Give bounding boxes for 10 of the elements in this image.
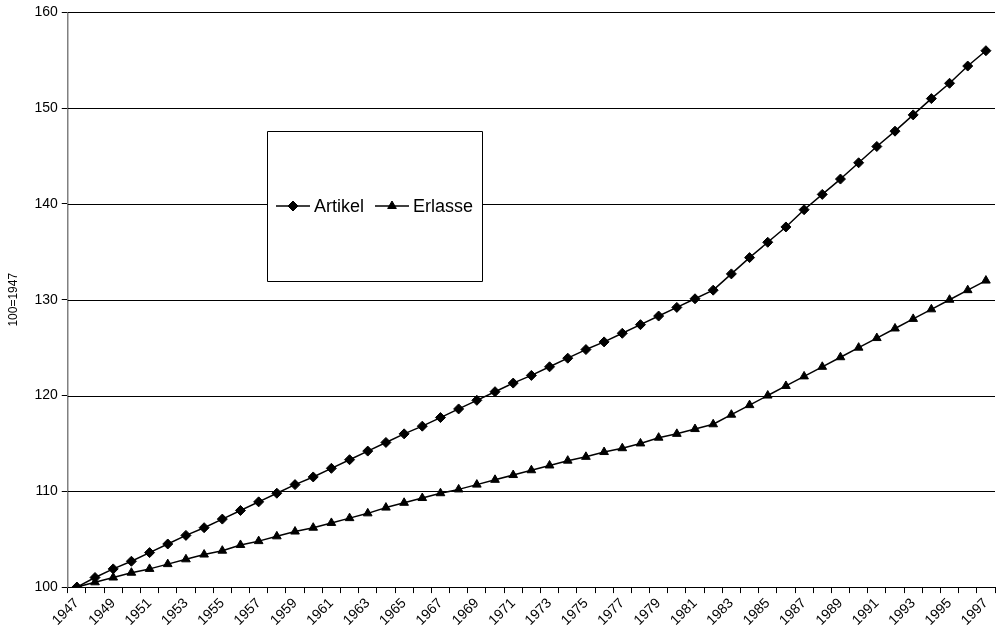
- y-axis-title: 100=1947: [5, 272, 20, 327]
- y-tick-label: 120: [34, 386, 58, 403]
- y-tick-label: 110: [35, 482, 58, 499]
- legend-label: Erlasse: [413, 195, 474, 216]
- legend-label: Artikel: [314, 195, 365, 216]
- y-tick-label: 160: [34, 3, 58, 20]
- y-tick-label: 150: [34, 99, 58, 116]
- y-tick-label: 100: [34, 577, 58, 594]
- y-tick-label: 140: [34, 194, 58, 211]
- y-tick-label: 130: [34, 290, 58, 307]
